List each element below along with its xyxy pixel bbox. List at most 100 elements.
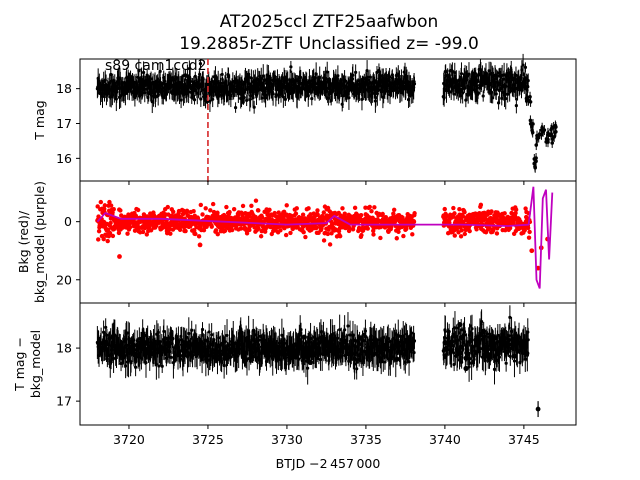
bkg-point [325, 205, 331, 211]
data-point [546, 140, 550, 144]
bkg-point [215, 210, 220, 215]
bkg-point [315, 208, 320, 213]
bkg-point [193, 231, 198, 237]
bkg-point [527, 229, 532, 235]
data-point [217, 336, 221, 340]
data-point [158, 339, 162, 344]
bkg-point [372, 205, 377, 210]
bkg-point [487, 225, 492, 231]
bkg-point [347, 225, 352, 231]
bkg-point [272, 210, 277, 216]
bkg-point [513, 210, 518, 216]
data-point [198, 62, 203, 66]
bkg-point [442, 206, 447, 212]
data-point [258, 74, 262, 78]
bkg-point [171, 209, 176, 214]
bkg-point [165, 204, 170, 210]
bkg-point [154, 223, 159, 228]
panel-top: 16 17 18 s89 cam1ccd2 T mag [32, 53, 577, 185]
data-point [526, 79, 530, 83]
data-point [105, 333, 109, 337]
chart-title-line2: 19.2885r-ZTF Unclassified z= -99.0 [179, 34, 479, 54]
data-point [487, 69, 491, 73]
bkg-point [240, 203, 246, 209]
panel-middle-ticks: 0 20 [56, 214, 525, 307]
bkg-point [101, 236, 106, 242]
data-point [494, 92, 498, 96]
bkg-point [108, 220, 113, 226]
data-point [481, 94, 485, 98]
panel-middle-frame [79, 180, 577, 304]
bkg-point [456, 230, 461, 235]
panel-middle-ylabel-line2: bkg_model (purple) [32, 181, 47, 303]
bkg-point [288, 230, 293, 236]
bkg-point [396, 229, 401, 234]
sector-annotation: s89 cam1ccd2 [105, 58, 207, 74]
bkg-point [125, 231, 130, 236]
bkg-point [105, 238, 110, 244]
bkg-point [301, 230, 306, 235]
data-point [104, 325, 108, 329]
data-point [124, 364, 128, 368]
bkg-point [489, 209, 494, 214]
bkg-point [229, 227, 235, 233]
bkg-point [222, 228, 228, 234]
bkg-point [267, 207, 272, 213]
data-point [233, 105, 238, 110]
bkg-point [96, 237, 101, 242]
data-point [523, 65, 528, 69]
chart-title-line1: AT2025ccl ZTF25aafwbon [220, 12, 439, 32]
data-point [544, 137, 549, 141]
data-point [528, 118, 533, 123]
data-point [338, 328, 342, 332]
bkg-point [107, 230, 113, 236]
data-point [178, 357, 183, 361]
bkg-point [210, 201, 216, 207]
bkg-point [457, 206, 462, 212]
data-point [388, 75, 392, 79]
bkg-point [314, 225, 319, 231]
bkg-point [443, 214, 449, 219]
panel-middle-data [95, 186, 554, 289]
data-point [500, 96, 504, 100]
bkg-point [462, 209, 467, 215]
bkg-point [507, 225, 513, 231]
data-point [281, 95, 285, 99]
bkg-point [276, 210, 281, 215]
bkg-point [110, 233, 116, 239]
data-point [336, 74, 340, 78]
bkg-point [525, 225, 531, 231]
bkg-point [522, 227, 527, 233]
bkg-point [203, 206, 208, 211]
data-point [271, 92, 275, 96]
bkg-point [215, 232, 220, 237]
bkg-point [447, 220, 452, 225]
bkg-point [256, 226, 261, 231]
data-point [343, 328, 347, 332]
bkg-point [191, 209, 196, 214]
data-point [374, 96, 378, 100]
bkg-point [135, 207, 141, 213]
bkg-point [102, 206, 107, 212]
bkg-point [208, 208, 213, 213]
data-point [149, 77, 153, 81]
bkg-point [278, 228, 283, 233]
panel-bottom-frame [79, 302, 577, 426]
bkg-point [111, 207, 116, 212]
bkg-point [400, 215, 405, 220]
data-point [157, 364, 161, 368]
bkg-point [177, 227, 183, 232]
data-point [179, 98, 183, 102]
data-point [535, 136, 540, 141]
bkg-point [330, 221, 335, 226]
data-point [470, 88, 475, 92]
bkg-point [247, 227, 252, 233]
bkg-point [410, 232, 415, 237]
data-point [134, 365, 138, 369]
bkg-point [467, 228, 472, 234]
bkg-point [96, 228, 102, 234]
data-point [310, 96, 314, 101]
data-point [299, 75, 303, 80]
data-point [260, 96, 264, 100]
data-point [528, 100, 533, 104]
